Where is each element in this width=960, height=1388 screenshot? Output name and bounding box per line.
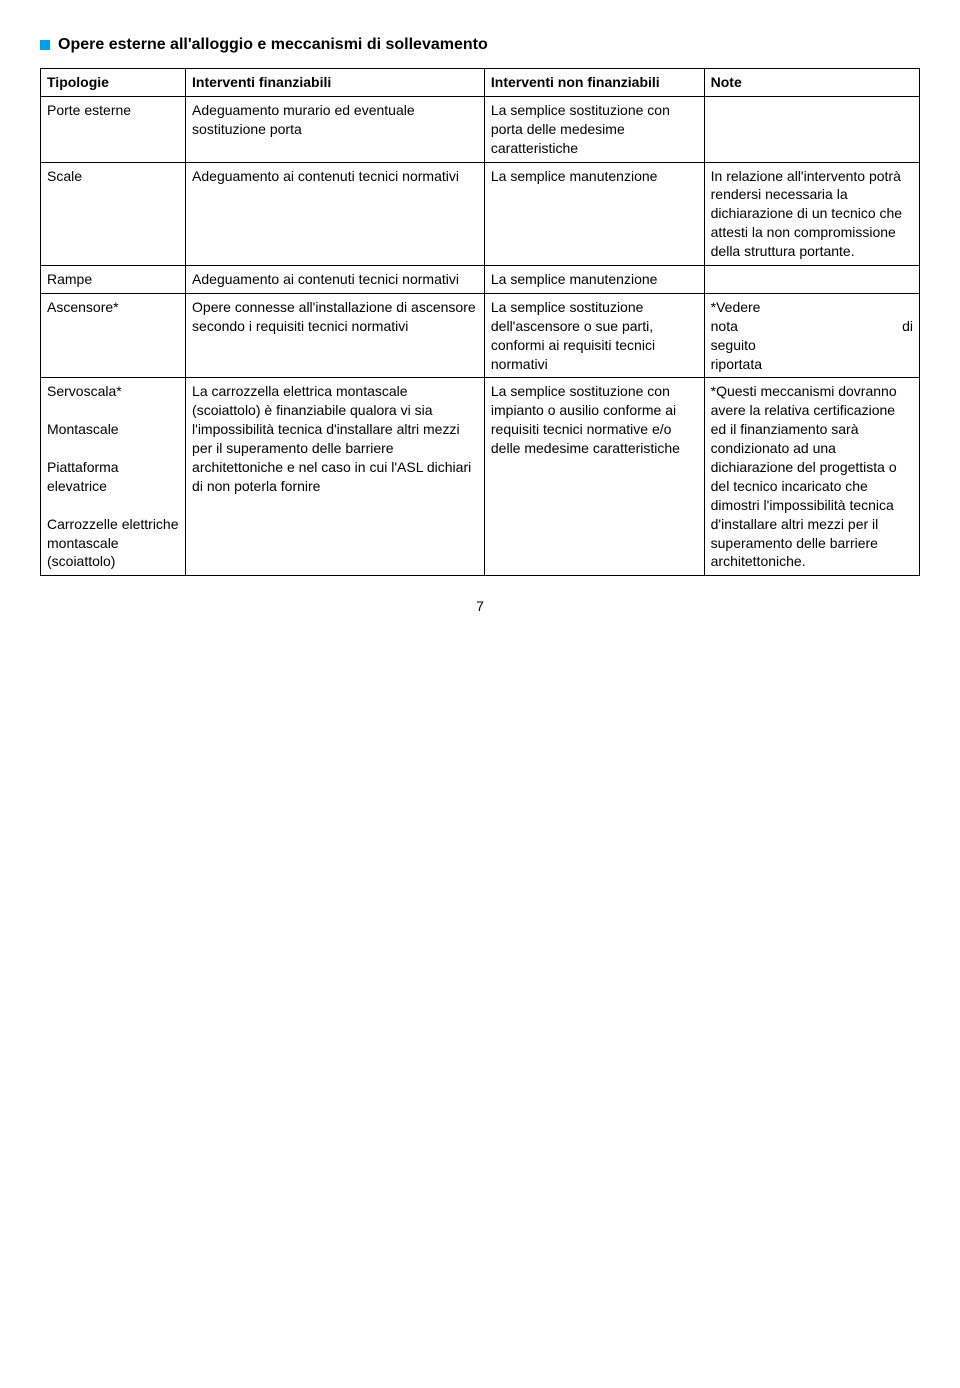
cell-tipologie: Scale <box>41 162 186 265</box>
cell-tipologie: Porte esterne <box>41 96 186 162</box>
note-line: riportata <box>711 356 762 372</box>
page-number: 7 <box>40 598 920 614</box>
note-line: nota di <box>711 317 913 336</box>
cell-tipologie: Ascensore* <box>41 293 186 378</box>
note-line: *Vedere <box>711 299 761 315</box>
tipologia-item: Montascale <box>47 421 119 437</box>
cell-tipologie: Rampe <box>41 266 186 294</box>
cell-note <box>704 266 919 294</box>
cell-finanziabili: Adeguamento ai contenuti tecnici normati… <box>186 266 485 294</box>
cell-note: *Vedere nota di seguito riportata <box>704 293 919 378</box>
note-word: nota <box>711 317 738 336</box>
cell-non-finanziabili: La semplice sostituzione dell'ascensore … <box>484 293 704 378</box>
table-row: Porte esterne Adeguamento murario ed eve… <box>41 96 920 162</box>
cell-non-finanziabili: La semplice manutenzione <box>484 266 704 294</box>
col-header-finanziabili: Interventi finanziabili <box>186 69 485 97</box>
col-header-tipologie: Tipologie <box>41 69 186 97</box>
tipologia-item: Carrozzelle elettriche montascale (scoia… <box>47 516 179 570</box>
cell-non-finanziabili: La semplice sostituzione con porta delle… <box>484 96 704 162</box>
section-heading: Opere esterne all'alloggio e meccanismi … <box>40 36 920 54</box>
tipologia-item: Piattaforma elevatrice <box>47 459 119 494</box>
cell-note: In relazione all'intervento potrà render… <box>704 162 919 265</box>
note-line: seguito <box>711 337 756 353</box>
cell-non-finanziabili: La semplice sostituzione con impianto o … <box>484 378 704 576</box>
cell-non-finanziabili: La semplice manutenzione <box>484 162 704 265</box>
table-header-row: Tipologie Interventi finanziabili Interv… <box>41 69 920 97</box>
table-row: Servoscala* Montascale Piattaforma eleva… <box>41 378 920 576</box>
cell-finanziabili: Adeguamento ai contenuti tecnici normati… <box>186 162 485 265</box>
bullet-icon <box>40 40 50 50</box>
cell-note: *Questi meccanismi dovranno avere la rel… <box>704 378 919 576</box>
table-row: Scale Adeguamento ai contenuti tecnici n… <box>41 162 920 265</box>
col-header-note: Note <box>704 69 919 97</box>
cell-finanziabili: Opere connesse all'installazione di asce… <box>186 293 485 378</box>
col-header-non-finanziabili: Interventi non finanziabili <box>484 69 704 97</box>
cell-note <box>704 96 919 162</box>
table-row: Ascensore* Opere connesse all'installazi… <box>41 293 920 378</box>
cell-tipologie: Servoscala* Montascale Piattaforma eleva… <box>41 378 186 576</box>
cell-finanziabili: Adeguamento murario ed eventuale sostitu… <box>186 96 485 162</box>
tipologia-item: Servoscala* <box>47 383 122 399</box>
table-row: Rampe Adeguamento ai contenuti tecnici n… <box>41 266 920 294</box>
cell-finanziabili: La carrozzella elettrica montascale (sco… <box>186 378 485 576</box>
note-word: di <box>902 317 913 336</box>
heading-text: Opere esterne all'alloggio e meccanismi … <box>58 36 488 54</box>
interventions-table: Tipologie Interventi finanziabili Interv… <box>40 68 920 576</box>
